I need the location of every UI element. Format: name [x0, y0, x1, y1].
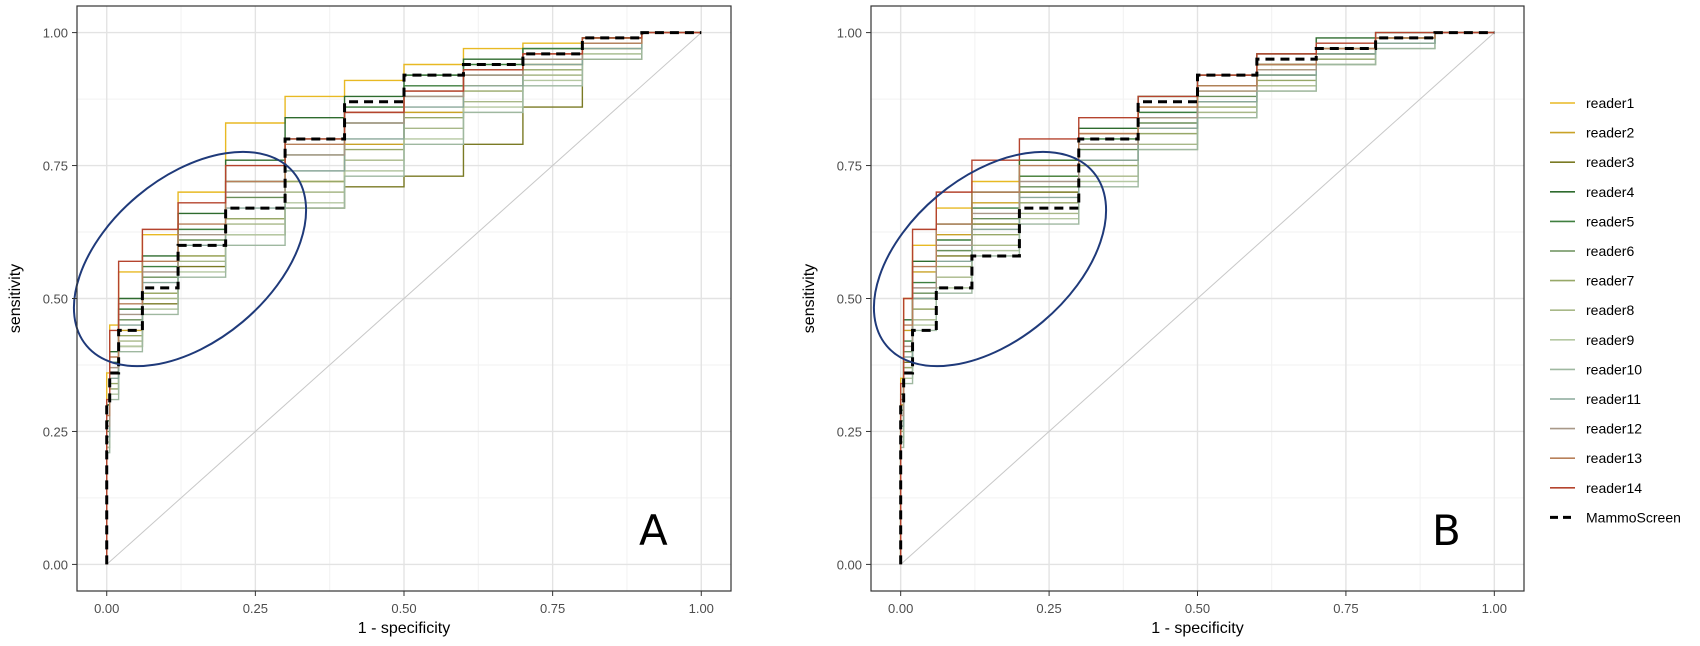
legend-label: reader12 — [1586, 421, 1642, 437]
panel-b-y-tick-label: 0.75 — [837, 159, 862, 174]
panel-b-x-tick-label: 0.50 — [1185, 601, 1210, 616]
panel-b-x-tick-label: 0.25 — [1036, 601, 1061, 616]
panel-a-ticks — [72, 32, 702, 596]
legend-entry: reader8 — [1550, 302, 1634, 318]
legend: reader1 reader2 reader3 reader4 reader5 … — [1550, 95, 1681, 525]
legend-entry: reader10 — [1550, 361, 1642, 377]
panel-a-y-tick-labels: 0.00 0.25 0.50 0.75 1.00 — [43, 26, 68, 573]
panel-b-y-tick-label: 0.00 — [837, 557, 862, 572]
panel-a-highlight-ellipse — [72, 150, 308, 368]
panel-b-x-tick-labels: 0.00 0.25 0.50 0.75 1.00 — [888, 601, 1507, 616]
panel-a-y-tick-label: 0.25 — [43, 424, 68, 439]
legend-label: reader8 — [1586, 302, 1634, 318]
legend-entry: reader9 — [1550, 332, 1634, 348]
legend-entry: MammoScreen — [1550, 509, 1681, 525]
panel-b-y-axis-title: sensitivity — [801, 264, 818, 333]
roc-curve-reader14 — [899, 31, 1495, 565]
legend-label: MammoScreen — [1586, 509, 1681, 525]
legend-entry: reader2 — [1550, 125, 1634, 141]
panel-b-ticks — [866, 32, 1495, 596]
panel-b-curves — [899, 31, 1495, 565]
panel-a: 0.00 0.25 0.50 0.75 1.00 0.00 0.25 0.50 … — [7, 5, 732, 637]
roc-curve-mammoscreen — [105, 31, 702, 565]
legend-label: reader14 — [1586, 480, 1642, 496]
panel-b-y-tick-label: 0.50 — [837, 292, 862, 307]
panel-a-x-axis-title: 1 - specificity — [358, 620, 450, 637]
legend-label: reader10 — [1586, 361, 1642, 377]
panel-a-reference-diagonal — [106, 32, 702, 565]
panel-b-x-axis-title: 1 - specificity — [1151, 620, 1243, 637]
legend-entry: reader3 — [1550, 154, 1634, 170]
legend-label: reader6 — [1586, 243, 1634, 259]
legend-entry: reader1 — [1550, 95, 1634, 111]
panel-a-y-tick-label: 0.00 — [43, 557, 68, 572]
legend-label: reader2 — [1586, 125, 1634, 141]
panel-a-x-tick-label: 0.25 — [243, 601, 268, 616]
panel-a-x-tick-label: 0.50 — [391, 601, 416, 616]
roc-curve-mammoscreen — [899, 31, 1495, 565]
panel-b: 0.00 0.25 0.50 0.75 1.00 0.00 0.25 0.50 … — [801, 5, 1525, 637]
panel-a-y-tick-label: 0.50 — [43, 292, 68, 307]
legend-label: reader9 — [1586, 332, 1634, 348]
legend-entry: reader4 — [1550, 184, 1634, 200]
legend-label: reader1 — [1586, 95, 1634, 111]
panel-a-x-tick-labels: 0.00 0.25 0.50 0.75 1.00 — [94, 601, 714, 616]
legend-label: reader3 — [1586, 154, 1634, 170]
panel-b-y-tick-labels: 0.00 0.25 0.50 0.75 1.00 — [837, 26, 862, 573]
panel-b-y-tick-label: 0.25 — [837, 424, 862, 439]
legend-entry: reader7 — [1550, 273, 1634, 289]
panel-a-x-tick-label: 0.75 — [540, 601, 565, 616]
legend-label: reader7 — [1586, 273, 1634, 289]
panel-a-x-tick-label: 0.00 — [94, 601, 119, 616]
legend-entry: reader12 — [1550, 421, 1642, 437]
legend-entry: reader13 — [1550, 450, 1642, 466]
panel-b-highlight-ellipse — [872, 150, 1108, 368]
panel-a-x-tick-label: 1.00 — [689, 601, 714, 616]
panel-a-y-axis-title: sensitivity — [7, 264, 24, 333]
panel-b-x-tick-label: 0.00 — [888, 601, 913, 616]
panel-b-letter: B — [1432, 506, 1461, 555]
legend-label: reader13 — [1586, 450, 1642, 466]
legend-label: reader5 — [1586, 213, 1634, 229]
legend-entry: reader14 — [1550, 480, 1642, 496]
legend-entry: reader5 — [1550, 213, 1634, 229]
panel-b-x-tick-label: 0.75 — [1333, 601, 1358, 616]
panel-a-y-tick-label: 0.75 — [43, 159, 68, 174]
panel-a-letter: A — [639, 506, 668, 555]
panel-b-y-tick-label: 1.00 — [837, 26, 862, 41]
legend-label: reader4 — [1586, 184, 1634, 200]
panel-a-y-tick-label: 1.00 — [43, 26, 68, 41]
legend-label: reader11 — [1586, 391, 1641, 407]
legend-entry: reader11 — [1550, 391, 1641, 407]
panel-a-curves — [105, 31, 702, 565]
panel-b-reference-diagonal — [900, 32, 1495, 565]
panel-b-x-tick-label: 1.00 — [1482, 601, 1507, 616]
legend-entry: reader6 — [1550, 243, 1634, 259]
